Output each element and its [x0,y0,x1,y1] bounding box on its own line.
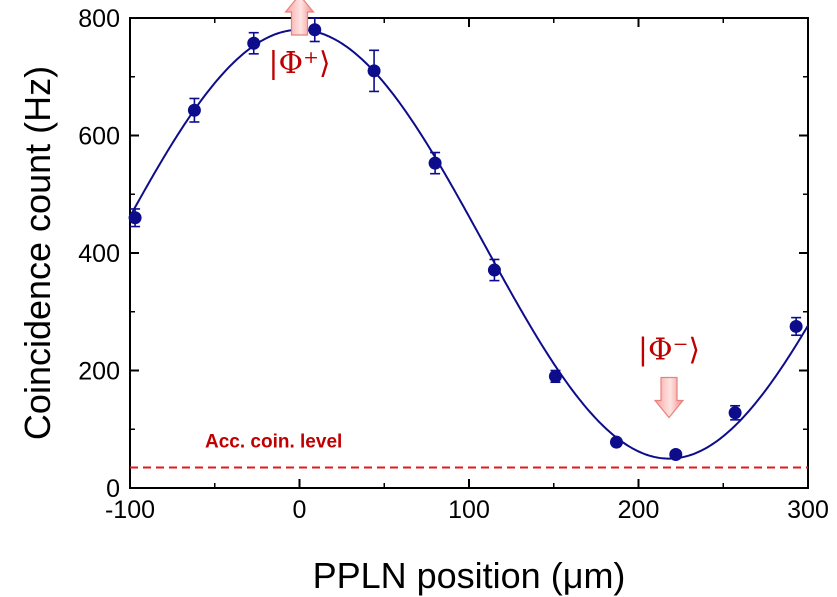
data-point [367,64,381,78]
arrow-up-icon [284,0,315,36]
x-tick-label: 100 [448,496,490,524]
x-axis-title: PPLN position (μm) [313,555,626,596]
y-tick-label: 600 [78,123,120,151]
y-tick-label: 0 [106,475,120,503]
y-tick-label: 200 [78,358,120,386]
x-tick-label: -100 [105,496,155,524]
x-tick-label: 200 [618,496,660,524]
data-point [128,211,142,225]
phi-plus-label: |Φ⁺⟩ [268,46,330,81]
acc-coin-level-label: Acc. coin. level [205,431,342,452]
data-point [789,319,803,333]
data-point [428,156,442,170]
data-point [487,263,501,277]
phi-minus-label: |Φ⁻⟩ [638,333,700,368]
fit-curve [129,28,809,460]
data-point [609,435,623,449]
y-axis-title: Coincidence count (Hz) [17,66,58,440]
y-tick-label: 800 [78,5,120,33]
plot-frame [129,17,809,489]
data-point [728,406,742,420]
reference-line-layer: Acc. coin. level [130,431,808,469]
data-point [669,448,683,462]
data-point [548,369,562,383]
arrow-down-icon [653,376,685,419]
y-tick-label: 400 [78,240,120,268]
fit-curve-layer [129,28,809,460]
data-point [308,23,322,37]
data-point [187,103,201,117]
data-point [247,36,261,50]
x-tick-label: 300 [787,496,829,524]
data-points-layer [128,17,803,462]
annotation-layer: |Φ⁺⟩ |Φ⁻⟩ [268,0,700,419]
x-tick-label: 0 [293,496,307,524]
